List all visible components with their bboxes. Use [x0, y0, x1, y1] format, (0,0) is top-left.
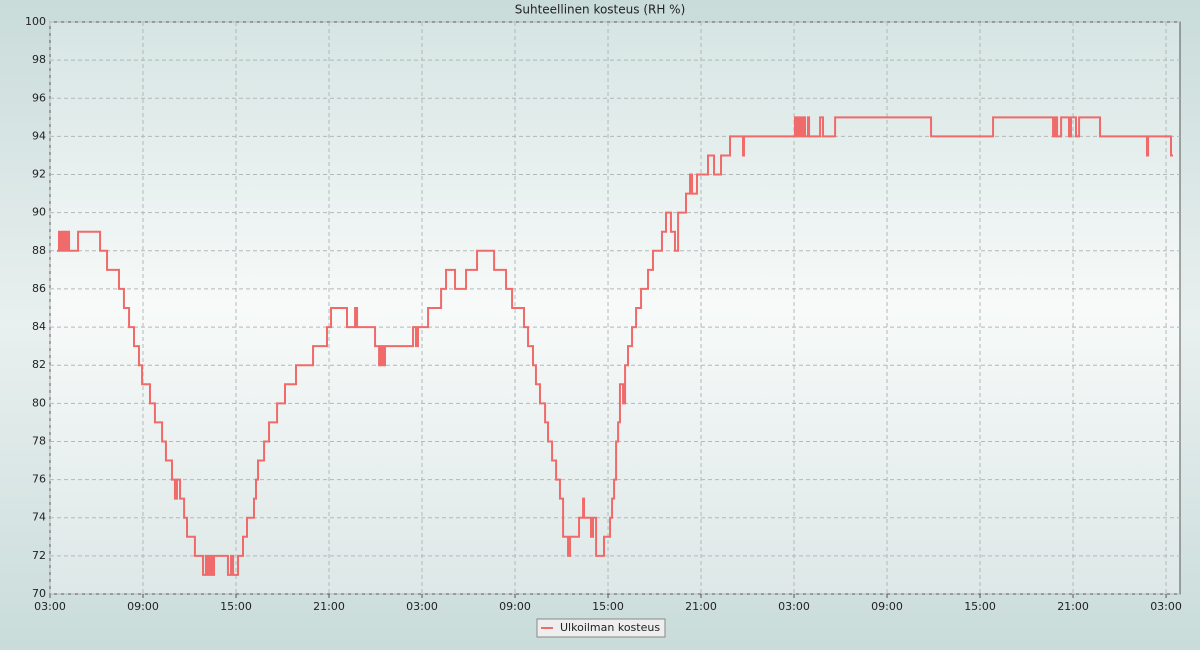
x-tick-label: 15:00	[592, 600, 624, 613]
x-tick-label: 03:00	[406, 600, 438, 613]
y-tick-label: 78	[32, 434, 46, 447]
y-tick-label: 76	[32, 473, 46, 486]
x-tick-label: 21:00	[313, 600, 345, 613]
x-tick-label: 09:00	[499, 600, 531, 613]
data-line	[56, 116, 1174, 576]
y-tick-label: 90	[32, 206, 46, 219]
y-tick-label: 96	[32, 91, 46, 104]
y-tick-label: 92	[32, 168, 46, 181]
legend-label: Ulkoilman kosteus	[560, 621, 660, 634]
y-tick-label: 80	[32, 396, 46, 409]
y-tick-label: 74	[32, 511, 46, 524]
y-tick-label: 70	[32, 587, 46, 600]
y-tick-label: 94	[32, 129, 46, 142]
x-tick-label: 03:00	[1150, 600, 1182, 613]
y-tick-label: 72	[32, 549, 46, 562]
y-tick-label: 88	[32, 244, 46, 257]
x-tick-label: 15:00	[964, 600, 996, 613]
y-tick-label: 100	[25, 15, 46, 28]
y-tick-label: 84	[32, 320, 46, 333]
y-tick-label: 86	[32, 282, 46, 295]
x-tick-label: 09:00	[127, 600, 159, 613]
x-tick-label: 21:00	[1057, 600, 1089, 613]
x-tick-label: 09:00	[871, 600, 903, 613]
x-tick-label: 03:00	[34, 600, 66, 613]
y-tick-label: 82	[32, 358, 46, 371]
x-tick-label: 15:00	[220, 600, 252, 613]
x-tick-label: 03:00	[778, 600, 810, 613]
plot-area	[49, 21, 1181, 595]
chart-title: Suhteellinen kosteus (RH %)	[515, 3, 686, 17]
legend	[536, 618, 666, 638]
x-tick-label: 21:00	[685, 600, 717, 613]
y-tick-label: 98	[32, 53, 46, 66]
